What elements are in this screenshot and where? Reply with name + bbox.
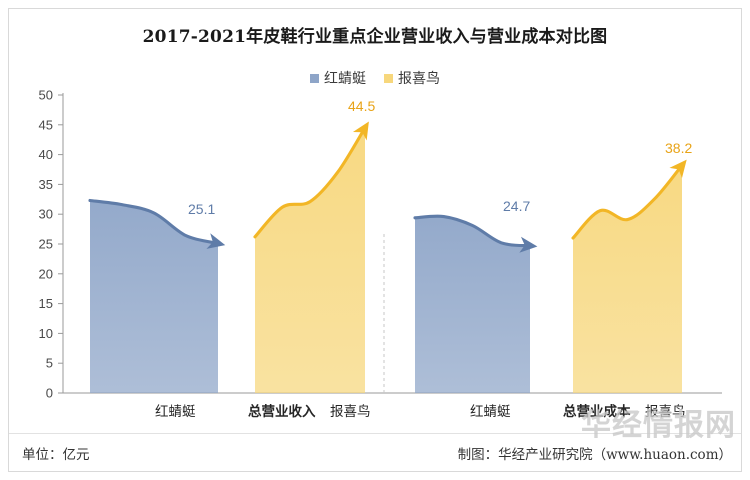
- y-axis-tick-label: 15: [39, 296, 53, 311]
- area-fill-红蜻蜓: [415, 216, 530, 393]
- page-title: 2017-2021年皮鞋行业重点企业营业收入与营业成本对比图: [142, 27, 608, 47]
- x-axis-label-4: 总营业成本: [563, 404, 631, 420]
- legend-label-baoxiniao: 报喜鸟: [398, 71, 440, 87]
- value-label-24.7: 24.7: [503, 198, 530, 214]
- legend-swatch-yellow: [384, 73, 393, 83]
- y-axis-tick-label: 45: [39, 117, 53, 132]
- area-fill-红蜻蜓: [90, 200, 218, 393]
- x-axis-label-0: 红蜻蜓: [155, 404, 196, 420]
- y-axis-tick-label: 50: [39, 88, 53, 103]
- x-axis-label-3: 红蜻蜓: [470, 404, 511, 420]
- y-axis-tick-label: 30: [39, 207, 53, 222]
- legend-label-hongqingting: 红蜻蜓: [324, 71, 366, 87]
- y-axis-tick-label: 5: [46, 356, 53, 371]
- y-axis-tick-label: 25: [39, 237, 53, 252]
- area-fill-报喜鸟: [573, 165, 682, 393]
- y-axis-tick-label: 0: [46, 386, 53, 401]
- chart-frame: [8, 8, 742, 472]
- area-fill-报喜鸟: [255, 127, 365, 393]
- unit-note: 单位：亿元: [22, 447, 90, 463]
- legend-swatch-blue: [310, 73, 319, 83]
- legend-item-baoxiniao[interactable]: 报喜鸟: [384, 68, 440, 88]
- chart-legend: 红蜻蜓 报喜鸟: [0, 68, 750, 88]
- trend-line-红蜻蜓: [413, 214, 538, 253]
- value-label-38.2: 38.2: [665, 140, 692, 156]
- y-axis-tick-label: 20: [39, 266, 53, 281]
- trend-line-报喜鸟: [571, 159, 687, 240]
- credit-note: 制图：华经产业研究院（www.huaon.com）: [457, 447, 732, 463]
- trend-line-报喜鸟: [253, 121, 369, 239]
- trend-line-红蜻蜓: [88, 198, 226, 249]
- value-label-44.5: 44.5: [348, 98, 375, 114]
- value-label-25.1: 25.1: [188, 201, 215, 217]
- x-axis-label-1: 总营业收入: [248, 404, 316, 420]
- y-axis-tick-label: 35: [39, 177, 53, 192]
- y-axis-tick-label: 10: [39, 326, 53, 341]
- footer-divider: [9, 433, 741, 434]
- x-axis-label-2: 报喜鸟: [330, 404, 371, 420]
- legend-item-hongqingting[interactable]: 红蜻蜓: [310, 68, 366, 88]
- y-axis-tick-label: 40: [39, 147, 53, 162]
- x-axis-label-5: 报喜鸟: [645, 404, 686, 420]
